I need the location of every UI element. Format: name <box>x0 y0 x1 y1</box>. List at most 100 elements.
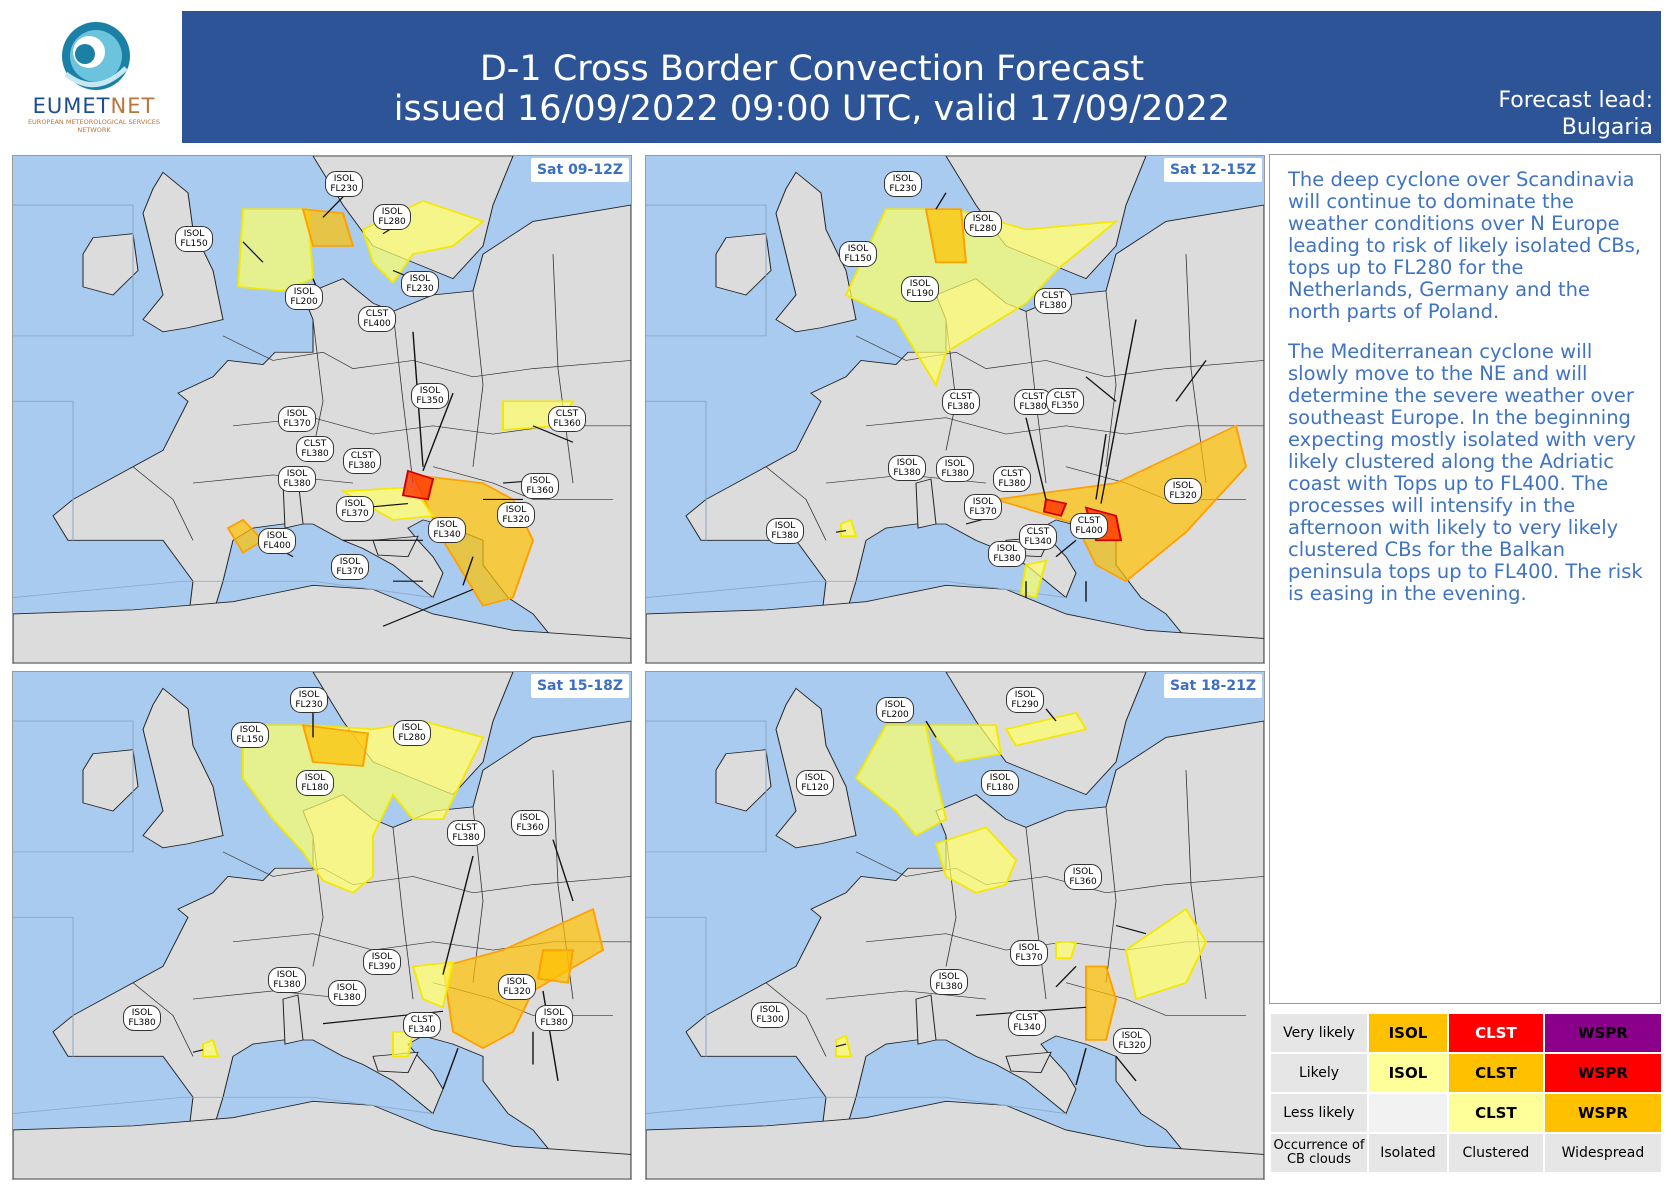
fl-label-isol: ISOL FL380 <box>936 456 974 482</box>
fl-label-isol: ISOL FL150 <box>231 722 269 748</box>
fl-label-type: ISOL <box>183 229 205 239</box>
isol-area-adriatic <box>1055 941 1078 960</box>
legend-footer-label: Occurrence of CB clouds <box>1271 1134 1367 1172</box>
legend-cell: WSPR <box>1544 1054 1661 1092</box>
fl-label-type: ISOL <box>847 244 869 254</box>
fl-label-isol: ISOL FL300 <box>751 1002 789 1028</box>
fl-label-type: CLST <box>1026 527 1050 537</box>
fl-label-isol: ISOL FL120 <box>796 770 834 796</box>
fl-label-type: CLST <box>454 823 478 833</box>
fl-label-type: ISOL <box>409 274 431 284</box>
fl-label-level: FL200 <box>290 297 318 307</box>
fl-label-isol: ISOL FL380 <box>888 455 926 481</box>
isol-area-central <box>934 826 1018 894</box>
fl-label-isol: ISOL FL320 <box>1113 1028 1151 1054</box>
fl-label-level: FL340 <box>433 530 461 540</box>
fl-label-level: FL150 <box>180 239 208 249</box>
isol-area-denmark <box>924 208 968 264</box>
legend-row-label: Very likely <box>1271 1014 1367 1052</box>
fl-label-level: FL350 <box>1051 401 1079 411</box>
fl-label-isol: ISOL FL360 <box>521 473 559 499</box>
fl-label-clst: CLST FL380 <box>993 466 1031 492</box>
fl-label-type: ISOL <box>293 287 315 297</box>
fl-label-level: FL350 <box>416 396 444 406</box>
page-title: D-1 Cross Border Convection Forecast <box>479 49 1145 89</box>
fl-label-level: FL380 <box>947 402 975 412</box>
fl-label-clst: CLST FL380 <box>343 448 381 474</box>
fl-label-isol: ISOL FL230 <box>401 271 439 297</box>
clst-area-very <box>401 469 435 501</box>
fl-label-level: FL280 <box>378 217 406 227</box>
fl-label-level: FL320 <box>1169 491 1197 501</box>
description-paragraph: The deep cyclone over Scandinavia will c… <box>1288 168 1641 323</box>
fl-label-isol: ISOL FL400 <box>258 528 296 554</box>
fl-label-clst: CLST FL340 <box>403 1012 441 1038</box>
isol-area-benelux <box>854 724 948 837</box>
fl-label-isol: ISOL FL290 <box>1006 687 1044 713</box>
fl-label-level: FL150 <box>236 735 264 745</box>
fl-label-level: FL370 <box>1015 953 1043 963</box>
fl-label-type: ISOL <box>339 557 361 567</box>
isol-area-balearic <box>840 518 858 538</box>
fl-label-level: FL380 <box>452 833 480 843</box>
panel-title: Sat 18-21Z <box>1163 674 1262 698</box>
fl-label-isol: ISOL FL340 <box>428 517 466 543</box>
clst-area-very-1 <box>1042 498 1068 517</box>
panel-title: Sat 12-15Z <box>1163 158 1262 182</box>
fl-label-isol: ISOL FL370 <box>336 496 374 522</box>
fl-label-level: FL380 <box>333 993 361 1003</box>
legend-cell <box>1369 1094 1447 1132</box>
fl-label-type: CLST <box>1041 291 1065 301</box>
fl-label-type: ISOL <box>529 476 551 486</box>
legend-cell: ISOL <box>1369 1054 1447 1092</box>
fl-label-level: FL230 <box>889 184 917 194</box>
panel-title: Sat 15-18Z <box>530 674 629 698</box>
fl-label-type: ISOL <box>239 725 261 735</box>
legend-column-label: Isolated <box>1369 1134 1447 1172</box>
description-paragraph: The Mediterranean cyclone will slowly mo… <box>1288 340 1643 605</box>
page-subtitle: issued 16/09/2022 09:00 UTC, valid 17/09… <box>393 89 1231 129</box>
fl-label-level: FL370 <box>969 507 997 517</box>
fl-label-isol: ISOL FL320 <box>1164 478 1202 504</box>
fl-label-type: ISOL <box>286 469 308 479</box>
fl-label-level: FL380 <box>1019 402 1047 412</box>
fl-label-isol: ISOL FL230 <box>325 171 363 197</box>
fl-label-level: FL380 <box>941 469 969 479</box>
legend-cell: ISOL <box>1369 1014 1447 1052</box>
fl-label-isol: ISOL FL280 <box>393 720 431 746</box>
fl-label-level: FL230 <box>295 700 323 710</box>
isol-area-denmark <box>301 208 355 247</box>
fl-label-isol: ISOL FL380 <box>930 969 968 995</box>
fl-label-isol: ISOL FL360 <box>511 810 549 836</box>
fl-label-type: ISOL <box>401 723 423 733</box>
fl-label-isol: ISOL FL150 <box>175 226 213 252</box>
isol-area-balearic <box>835 1034 853 1058</box>
logo-subtitle: EUROPEAN METEOROLOGICAL SERVICES NETWORK <box>27 118 161 134</box>
fl-label-isol: ISOL FL380 <box>278 466 316 492</box>
fl-label-type: CLST <box>410 1015 434 1025</box>
fl-label-level: FL380 <box>273 980 301 990</box>
fl-label-isol: ISOL FL370 <box>278 406 316 432</box>
fl-label-level: FL380 <box>935 982 963 992</box>
fl-label-type: ISOL <box>1172 481 1194 491</box>
fl-label-clst: CLST FL380 <box>942 389 980 415</box>
fl-label-type: ISOL <box>759 1005 781 1015</box>
fl-label-level: FL380 <box>301 449 329 459</box>
fl-label-isol: ISOL FL180 <box>981 770 1019 796</box>
fl-label-type: ISOL <box>519 813 541 823</box>
fl-label-type: ISOL <box>884 700 906 710</box>
fl-label-level: FL290 <box>1011 700 1039 710</box>
forecast-description: The deep cyclone over Scandinavia will c… <box>1269 154 1661 1004</box>
fl-label-level: FL280 <box>969 224 997 234</box>
fl-label-level: FL370 <box>341 509 369 519</box>
fl-label-clst: CLST FL400 <box>1070 513 1108 539</box>
fl-label-type: ISOL <box>419 386 441 396</box>
fl-label-type: ISOL <box>336 983 358 993</box>
fl-label-clst: CLST FL340 <box>1019 524 1057 550</box>
forecast-lead: Forecast lead: Bulgaria <box>1498 87 1653 141</box>
fl-label-type: ISOL <box>505 505 527 515</box>
fl-label-level: FL190 <box>906 289 934 299</box>
legend-row: Likely ISOL CLST WSPR <box>1271 1054 1661 1092</box>
eumetnet-logo-icon <box>62 22 130 90</box>
legend-column-label: Clustered <box>1448 1134 1543 1172</box>
